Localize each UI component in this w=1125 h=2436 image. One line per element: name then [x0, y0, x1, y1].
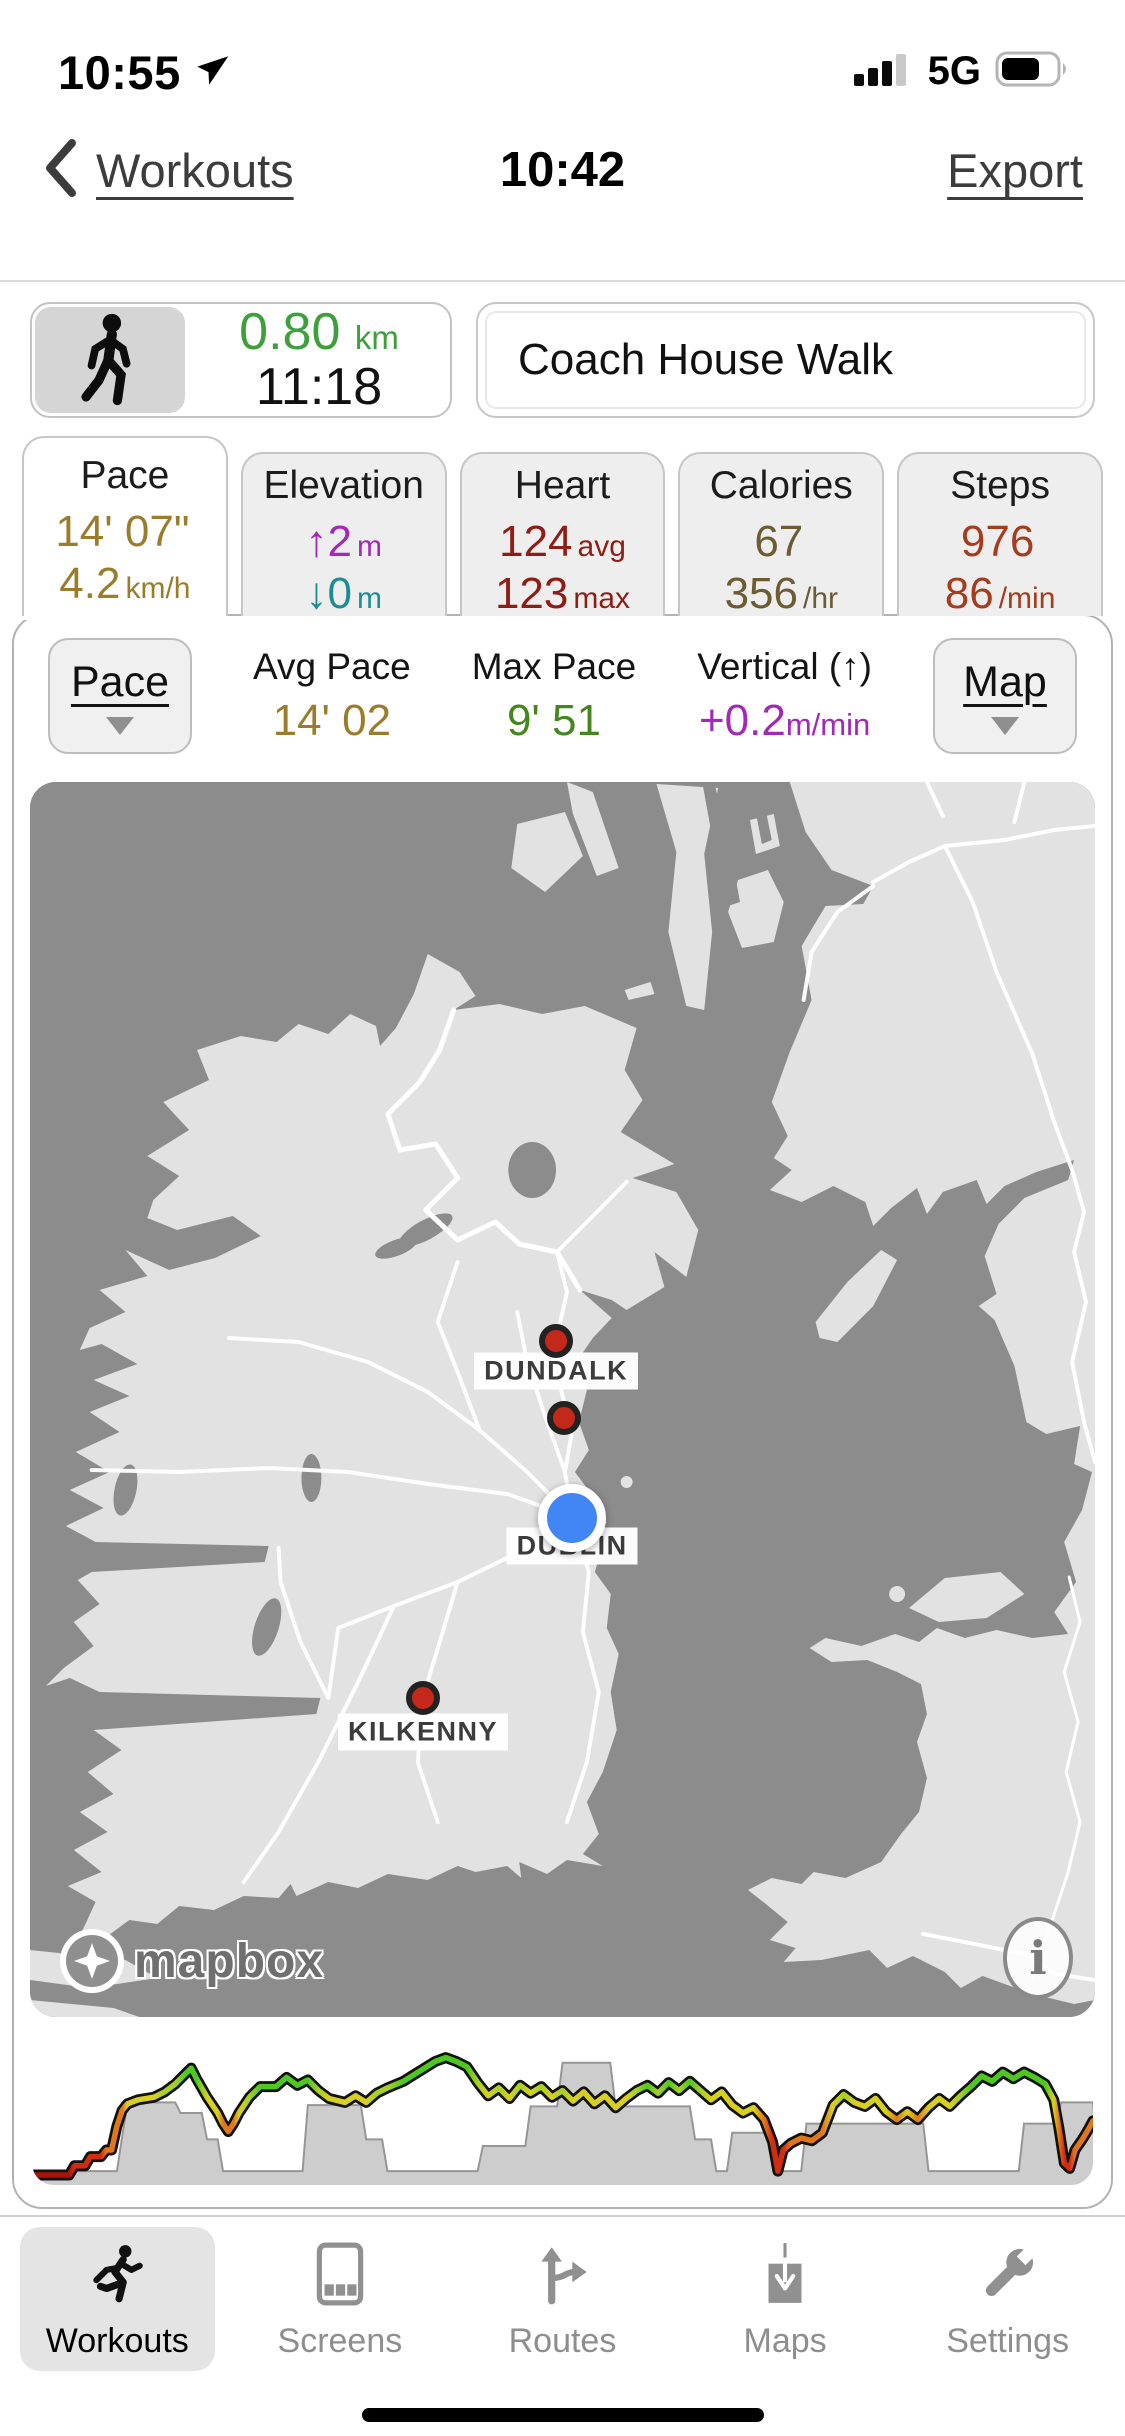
stat-tab-value: 124 avg	[499, 517, 626, 566]
stat-tab-value: 67	[754, 517, 804, 566]
mapbox-icon	[60, 1929, 124, 1993]
location-arrow-icon	[193, 51, 231, 94]
stat-tab-value: ↑2 m	[305, 517, 382, 566]
map-city-marker	[546, 1401, 581, 1436]
battery-icon	[995, 50, 1073, 93]
current-location-dot	[538, 1484, 607, 1553]
tab-workouts[interactable]: Workouts	[10, 2227, 225, 2371]
tab-routes[interactable]: Routes	[455, 2227, 670, 2371]
tab-label: Screens	[277, 2322, 403, 2360]
stat-tab-label: Calories	[709, 464, 853, 507]
back-button[interactable]: Workouts	[42, 137, 294, 204]
chevron-down-icon	[106, 716, 134, 735]
map-overlay: DUNDALKDUBLINKILKENNY	[30, 782, 1095, 2017]
screens-icon	[307, 2241, 373, 2312]
stat-tab-value: 86/min	[944, 568, 1056, 618]
chevron-down-icon	[990, 716, 1019, 735]
chart-controls-bar: Pace Avg Pace 14' 02 Max Pace 9' 51 Vert…	[14, 616, 1111, 770]
maps-download-icon	[752, 2241, 818, 2312]
stat-tab-label: Heart	[514, 464, 611, 507]
stat-tab-value: 976	[960, 517, 1035, 566]
tab-maps[interactable]: Maps	[678, 2227, 893, 2371]
workout-summary-row: 0.80 km 11:18	[30, 302, 1095, 418]
stat-tabs: Pace 14' 07" 4.2 km/h Elevation ↑2 m ↓0 m H…	[22, 436, 1103, 618]
stat-tab-value: 4.2 km/h	[59, 558, 191, 608]
map-city-label: KILKENNY	[337, 1713, 508, 1751]
stat-tab-steps[interactable]: Steps 976 86/min	[897, 452, 1103, 618]
stat-tab-value: ↓0 m	[305, 568, 382, 618]
metric-dropdown-button[interactable]: Pace	[48, 638, 192, 754]
stat-tab-elevation[interactable]: Elevation ↑2 m ↓0 m	[240, 452, 447, 618]
stat-tab-calories[interactable]: Calories 67 356/hr	[678, 452, 885, 618]
walking-person-icon	[35, 307, 185, 413]
cellular-signal-icon	[852, 50, 914, 93]
network-type-label: 5G	[927, 49, 981, 93]
wrench-icon	[975, 2241, 1041, 2312]
tab-label: Workouts	[45, 2322, 189, 2360]
chevron-left-icon	[42, 137, 78, 204]
nav-divider	[0, 280, 1125, 282]
nav-bar: Workouts 10:42 Export	[0, 112, 1125, 228]
back-button-label: Workouts	[96, 143, 294, 197]
routes-icon	[529, 2241, 595, 2312]
tab-screens[interactable]: Screens	[232, 2227, 447, 2371]
max-pace-metric: Max Pace 9' 51	[471, 646, 637, 745]
map-info-button[interactable]: i	[1003, 1917, 1073, 1999]
stat-tab-value: 14' 07"	[55, 507, 190, 556]
info-icon: i	[1029, 1931, 1047, 1985]
map-city-marker	[405, 1681, 440, 1716]
tab-label: Maps	[743, 2322, 827, 2360]
pace-elevation-chart[interactable]	[32, 2033, 1093, 2185]
stat-tab-label: Steps	[950, 464, 1050, 507]
tab-settings[interactable]: Settings	[900, 2227, 1115, 2371]
bottom-tab-bar: Workouts Screens	[0, 2215, 1125, 2371]
map-city-marker	[539, 1324, 574, 1359]
mapbox-logo[interactable]: mapbox	[56, 1925, 324, 1997]
summary-values: 0.80 km 11:18	[188, 304, 450, 416]
home-indicator[interactable]	[361, 2408, 764, 2422]
basemap-svg	[30, 782, 1095, 2017]
mapbox-wordmark: mapbox	[134, 1934, 325, 1988]
stat-tab-value: 123 max	[494, 568, 631, 618]
map-dropdown-button[interactable]: Map	[932, 638, 1077, 754]
detail-panel: Pace Avg Pace 14' 02 Max Pace 9' 51 Vert…	[12, 614, 1113, 2209]
tab-label: Settings	[946, 2322, 1070, 2360]
stat-tab-heart[interactable]: Heart 124 avg 123 max	[459, 452, 666, 618]
duration-value: 11:18	[255, 358, 383, 416]
runner-icon	[84, 2241, 150, 2312]
map-city-label: DUNDALK	[474, 1352, 639, 1390]
stat-tab-label: Pace	[80, 454, 170, 497]
export-button[interactable]: Export	[947, 143, 1083, 197]
status-bar: 10:55 5G	[0, 0, 1125, 104]
status-time: 10:55	[58, 46, 181, 99]
avg-pace-metric: Avg Pace 14' 02	[253, 646, 411, 745]
activity-summary-card[interactable]: 0.80 km 11:18	[30, 302, 452, 418]
stat-tab-value: 356/hr	[724, 568, 838, 618]
route-map[interactable]: DUNDALKDUBLINKILKENNY mapbox i	[30, 782, 1095, 2017]
battery-fill	[1002, 58, 1039, 80]
vertical-speed-metric: Vertical (↑) +0.2m/min	[697, 646, 872, 745]
stat-tab-pace[interactable]: Pace 14' 07" 4.2 km/h	[22, 436, 228, 616]
workout-name-input[interactable]	[476, 302, 1095, 418]
page-title: 10:42	[499, 143, 626, 197]
stat-tab-label: Elevation	[263, 464, 424, 507]
tab-label: Routes	[508, 2322, 617, 2360]
distance-value: 0.80 km	[239, 302, 399, 361]
